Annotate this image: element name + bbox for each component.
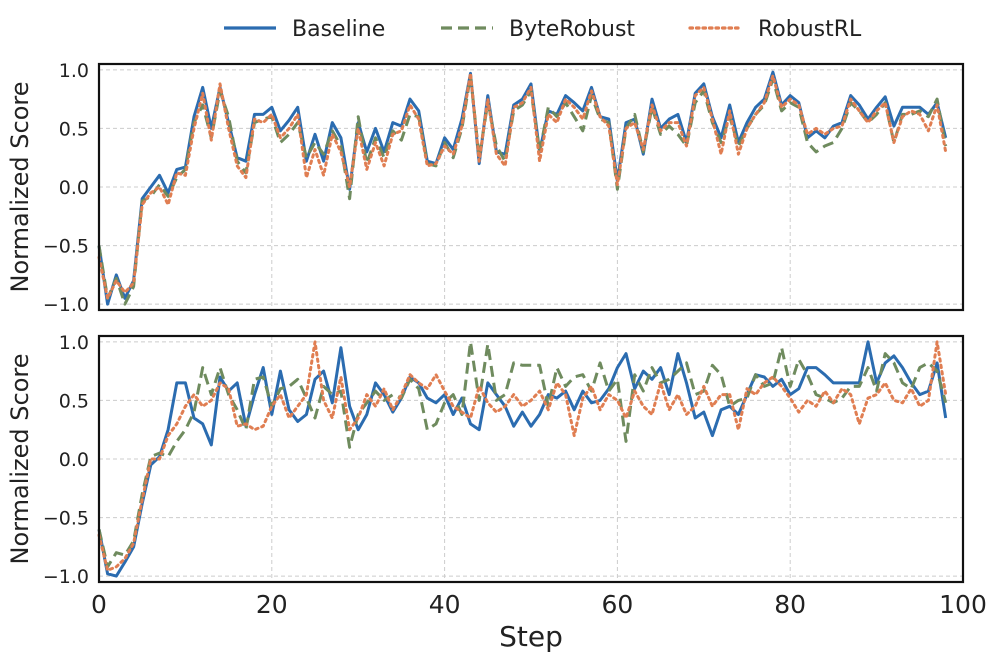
y-tick-label: 1.0: [59, 332, 89, 354]
plot-frame: [97, 62, 965, 312]
y-tick-label: −1.0: [43, 294, 89, 316]
series-line-byterobust: [97, 340, 948, 569]
series-line-byterobust: [97, 74, 948, 306]
x-tick-label: 80: [774, 590, 806, 619]
y-axis-label: Normalized Score: [6, 82, 34, 293]
y-tick-label: −0.5: [43, 508, 89, 530]
x-axis-label: Step: [499, 620, 563, 653]
plot-frame: [97, 334, 965, 584]
y-tick-label: 0.5: [59, 390, 89, 412]
legend: Baseline ByteRobust RobustRL: [224, 17, 862, 42]
bottom-panel: −1.0 −0.5 0.0 0.5 1.0 Normalized Score 0 20 40 60…: [6, 332, 987, 619]
legend-label-robustrl: RobustRL: [758, 17, 862, 42]
y-tick-label: −1.0: [43, 566, 89, 588]
y-tick-label: 0.5: [59, 118, 89, 140]
x-tick-label: 100: [939, 590, 987, 619]
series-line-robustrl: [97, 340, 948, 572]
y-axis-label: Normalized Score: [6, 354, 34, 565]
y-tick-label: 1.0: [59, 60, 89, 82]
series-line-robustrl: [97, 71, 948, 300]
legend-label-byterobust: ByteRobust: [509, 17, 635, 42]
top-panel: −1.0 −0.5 0.0 0.5 1.0 Normalized Score: [6, 60, 965, 316]
x-tick-label: 0: [91, 590, 107, 619]
series-line-baseline: [97, 340, 948, 578]
y-tick-label: 0.0: [59, 449, 89, 471]
x-tick-label: 60: [601, 590, 633, 619]
legend-label-baseline: Baseline: [292, 17, 385, 42]
x-tick-label: 20: [256, 590, 288, 619]
y-tick-label: −0.5: [43, 236, 89, 258]
y-tick-label: 0.0: [59, 177, 89, 199]
x-tick-label: 40: [429, 590, 461, 619]
